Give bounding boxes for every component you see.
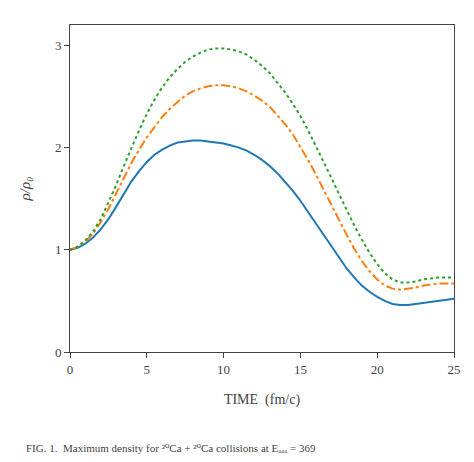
svg-text:FIG. 1. Maximum density for ²: FIG. 1. Maximum density for ²⁰Ca + ²⁰Ca …: [26, 442, 316, 454]
svg-text:0: 0: [55, 345, 62, 360]
svg-text:15: 15: [294, 362, 307, 377]
svg-text:5: 5: [144, 362, 151, 377]
svg-text:1: 1: [55, 242, 62, 257]
svg-text:TIME (fm/c): TIME (fm/c): [224, 392, 301, 408]
svg-text:20: 20: [371, 362, 384, 377]
svg-text:2: 2: [55, 140, 62, 155]
svg-text:3: 3: [55, 38, 62, 53]
svg-text:10: 10: [217, 362, 230, 377]
svg-text:25: 25: [448, 362, 461, 377]
svg-text:0: 0: [67, 362, 74, 377]
svg-text:ρ/ρ₀: ρ/ρ₀: [17, 177, 33, 202]
